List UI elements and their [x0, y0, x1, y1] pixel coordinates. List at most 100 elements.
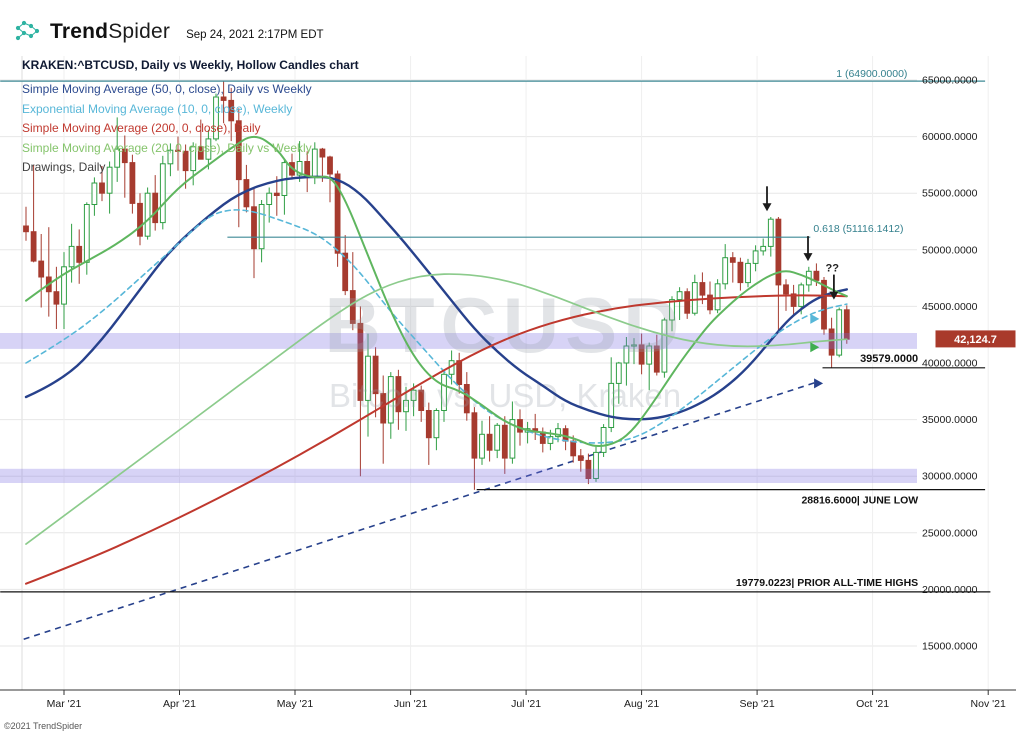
- price-tick-label: 45000.0000: [922, 301, 978, 313]
- candle: [752, 250, 759, 264]
- brand-wordmark: TrendSpider: [50, 20, 170, 44]
- ma-line-0: [24, 175, 848, 421]
- annotations[interactable]: 1 (64900.0000) 0.618 (51116.1412) 39579.00…: [736, 68, 918, 589]
- candle: [76, 245, 83, 263]
- candle: [273, 192, 280, 196]
- candle: [745, 262, 751, 284]
- candle: [342, 252, 349, 292]
- time-axis[interactable]: Mar '21 Apr '21 May '21 Jun '21 Jul '21 Aug '…: [0, 689, 1016, 710]
- legend-item-ema10[interactable]: Exponential Moving Average (10, 0, close…: [22, 101, 293, 116]
- candle: [760, 245, 767, 252]
- candle: [585, 459, 592, 479]
- candle: [714, 283, 721, 311]
- candle: [228, 99, 235, 122]
- candle: [653, 345, 660, 373]
- candle: [722, 257, 729, 285]
- candle: [631, 344, 637, 347]
- candle: [494, 424, 501, 451]
- candle: [190, 146, 197, 172]
- app-header: TrendSpider Sep 24, 2021 2:17PM EDT: [0, 0, 1023, 52]
- price-band: [0, 333, 917, 349]
- candle: [593, 451, 599, 479]
- candle: [349, 290, 356, 324]
- price-tick-label: 30000.0000: [922, 471, 978, 483]
- candle: [661, 319, 668, 373]
- right-arrow-icon: [814, 378, 824, 389]
- legend-item-sma20[interactable]: Simple Moving Average (20, 0, close), Da…: [22, 140, 312, 155]
- trendline[interactable]: [23, 381, 817, 640]
- annotation-label: 19779.0223| PRIOR ALL-TIME HIGHS: [736, 577, 918, 589]
- annotation-label: 1 (64900.0000): [836, 68, 907, 80]
- price-tick-label: 15000.0000: [922, 641, 978, 653]
- price-band: [0, 468, 917, 483]
- watermark-subtitle: Bitcoin vs. USD, Kraken: [329, 377, 681, 414]
- legend-item-drawings[interactable]: Drawings, Daily: [22, 160, 106, 174]
- price-tick-label: 40000.0000: [922, 358, 978, 370]
- ma-line-3: [25, 135, 848, 448]
- time-tick-label: Sep '21: [739, 698, 774, 710]
- price-tick-label: 20000.0000: [922, 584, 978, 596]
- candle: [828, 328, 835, 356]
- candle: [555, 428, 561, 438]
- time-tick-label: May '21: [277, 698, 314, 710]
- candle: [258, 204, 265, 250]
- candle: [213, 96, 219, 140]
- trendspider-logo: [15, 20, 40, 41]
- candle: [669, 299, 675, 321]
- candle: [547, 436, 554, 444]
- candle: [517, 419, 523, 433]
- candle: [152, 192, 159, 224]
- ma-line-1: [25, 209, 848, 444]
- annotation-label: ??: [826, 262, 840, 274]
- price-axis[interactable]: 65000.0000 60000.0000 55000.0000 50000.0000…: [922, 75, 978, 653]
- legend-item-sma50[interactable]: Simple Moving Average (50, 0, close), Da…: [22, 82, 312, 96]
- candle: [539, 431, 546, 444]
- candle: [327, 156, 333, 175]
- candle: [471, 412, 478, 459]
- candle: [608, 382, 615, 428]
- chart-timestamp: Sep 24, 2021 2:17PM EDT: [186, 28, 324, 41]
- price-badge: 42,124.7: [935, 330, 1016, 348]
- legend-item-sma200[interactable]: Simple Moving Average (200, 0, close), D…: [22, 121, 261, 135]
- support-bands[interactable]: [0, 333, 917, 483]
- candle: [646, 345, 653, 365]
- time-tick-label: Jul '21: [511, 698, 541, 710]
- candle: [137, 202, 143, 237]
- candle: [121, 148, 128, 164]
- time-tick-label: Nov '21: [971, 698, 1006, 710]
- candle: [106, 166, 113, 194]
- time-tick-label: Jun '21: [394, 698, 428, 710]
- right-arrow-icon: [810, 342, 820, 353]
- price-tick-label: 35000.0000: [922, 414, 978, 426]
- candle: [23, 225, 29, 233]
- candle: [91, 182, 98, 205]
- candle: [501, 424, 508, 459]
- indicator-legend: Simple Moving Average (50, 0, close), Da…: [22, 80, 359, 178]
- brand-spider: Spider: [108, 20, 171, 43]
- fib-lines[interactable]: [0, 80, 991, 593]
- candle: [175, 149, 181, 152]
- candle: [243, 179, 250, 208]
- candle: [68, 245, 75, 268]
- time-tick-label: Oct '21: [856, 698, 889, 710]
- price-tick-label: 60000.0000: [922, 131, 978, 143]
- candle: [691, 282, 698, 314]
- candle: [425, 410, 432, 439]
- candle: [433, 410, 440, 439]
- candle: [319, 148, 326, 158]
- time-tick-label: Mar '21: [47, 698, 82, 710]
- candle: [365, 355, 371, 401]
- candle: [144, 192, 151, 237]
- candle: [220, 96, 227, 101]
- candle: [479, 433, 485, 459]
- candle: [767, 218, 774, 247]
- candle: [456, 360, 463, 386]
- brand-trend: Trend: [50, 20, 109, 43]
- candle: [737, 261, 744, 284]
- candle: [205, 138, 212, 160]
- candle: [699, 282, 706, 296]
- candle: [638, 344, 645, 365]
